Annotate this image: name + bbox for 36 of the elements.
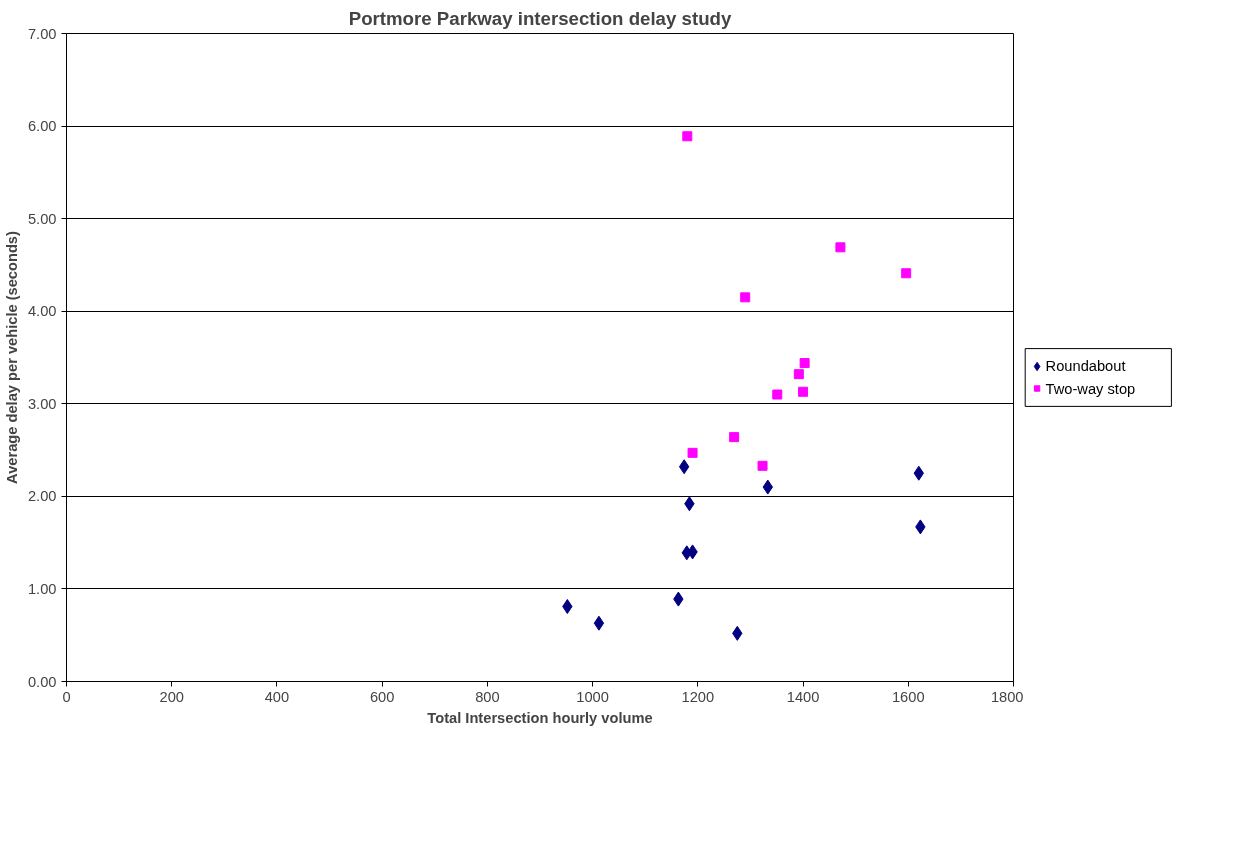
point [835,242,846,253]
point [682,131,693,142]
point [687,447,698,458]
point [793,369,804,380]
x-tick-label: 1400 [786,688,820,705]
point [740,292,751,303]
x-tick-label: 0 [62,688,71,705]
point [757,460,768,471]
x-tick-label: 1800 [990,688,1024,705]
point [799,358,810,369]
x-axis-title: Total Intersection hourly volume [427,709,653,726]
legend-label: Roundabout [1045,358,1126,375]
y-tick-label: 0.00 [27,673,57,690]
x-tick-label: 1600 [891,688,925,705]
x-tick-label: 800 [475,688,500,705]
y-tick-label: 1.00 [27,580,57,597]
y-axis-title: Average delay per vehicle (seconds) [3,230,20,484]
y-tick-label: 2.00 [27,488,57,505]
x-tick-label: 600 [369,688,395,705]
point [901,268,912,279]
y-tick-label: 7.00 [27,25,57,42]
x-tick-label: 400 [264,688,290,705]
point [678,459,690,475]
chart-title: Portmore Parkway intersection delay study [348,7,732,29]
legend-label: Two-way stop [1045,380,1136,397]
y-tick-label: 4.00 [27,303,57,320]
point [729,432,740,443]
x-tick-label: 1000 [576,688,609,705]
y-tick-label: 3.00 [27,395,57,412]
y-tick-label: 5.00 [27,210,57,227]
point [772,389,783,400]
x-tick-label: 1200 [681,688,715,705]
point [798,386,809,397]
point [593,615,605,631]
x-tick-label: 200 [159,688,184,705]
y-tick-label: 6.00 [27,118,57,135]
